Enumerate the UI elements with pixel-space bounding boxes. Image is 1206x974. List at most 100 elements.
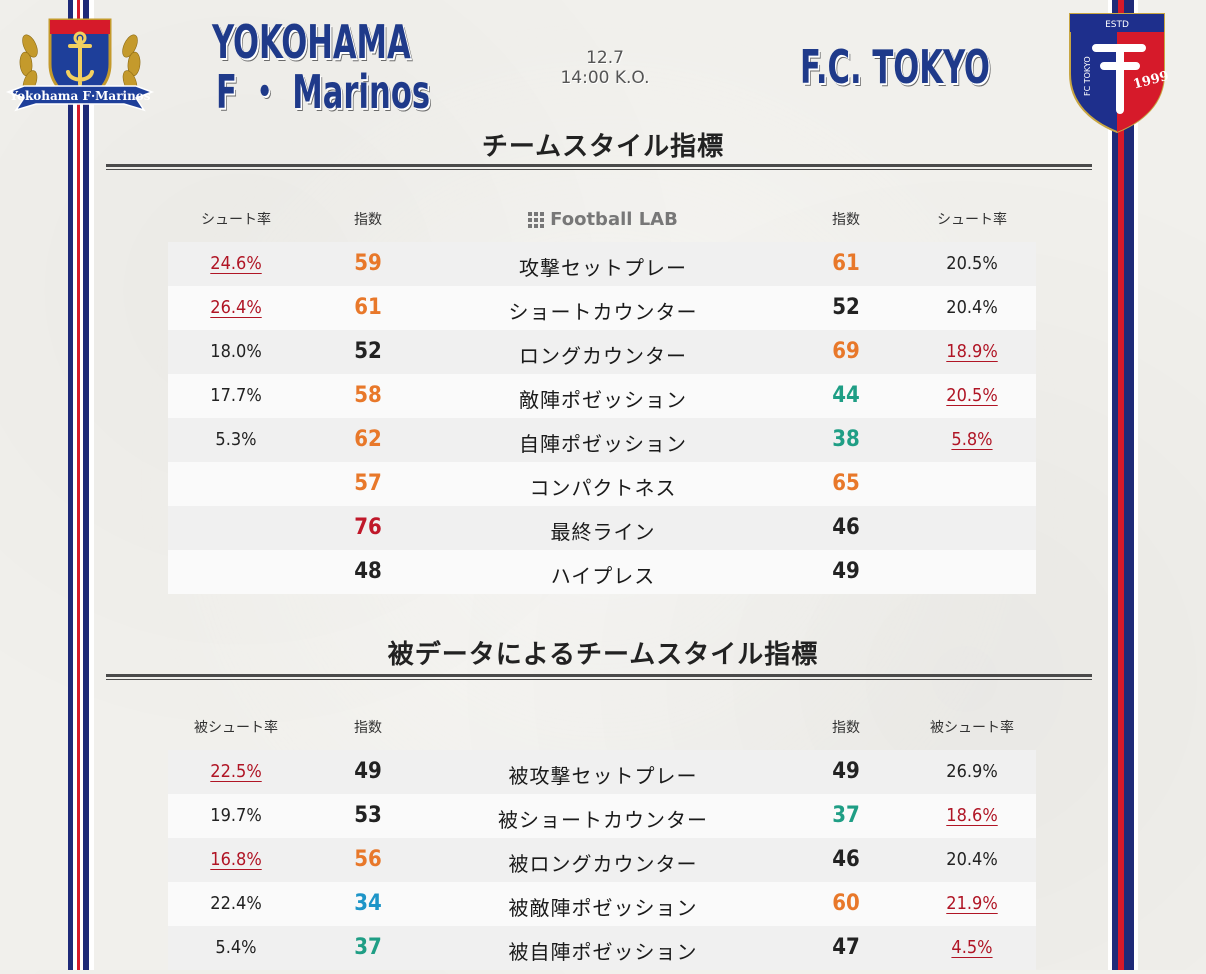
table-row: 17.7% 58 敵陣ポゼッション 44 20.5% [168, 374, 1036, 418]
header-away-shot-rate: シュート率 [937, 212, 1007, 228]
table-row: 26.4% 61 ショートカウンター 52 20.4% [168, 286, 1036, 330]
home-index-value: 62 [354, 427, 382, 452]
away-shot-rate: 4.5% [951, 937, 993, 958]
home-index-value: 61 [354, 295, 382, 320]
indicator-label: 被ショートカウンター [498, 808, 708, 832]
home-team-name-line1: YOKOHAMA [212, 15, 411, 69]
away-index-value: 52 [832, 295, 860, 320]
indicator-label: 被攻撃セットプレー [508, 764, 698, 788]
away-index-value: 47 [832, 935, 860, 960]
table-row: 57 コンパクトネス 65 [168, 462, 1036, 506]
away-shot-rate: 20.4% [946, 297, 998, 318]
home-index-value: 37 [354, 935, 382, 960]
indicator-label: 被ロングカウンター [508, 852, 698, 876]
home-index-value: 56 [354, 847, 382, 872]
indicator-label: 被敵陣ポゼッション [508, 896, 698, 920]
conceded-style-title: 被データによるチームスタイル指標 [387, 640, 819, 670]
left-team-stripe [68, 0, 94, 970]
indicator-label: ロングカウンター [519, 344, 687, 368]
header-away-index: 指数 [832, 212, 860, 228]
home-index-value: 57 [354, 471, 382, 496]
indicator-label: コンパクトネス [529, 476, 677, 500]
away-shot-rate: 20.5% [946, 385, 998, 406]
indicator-label: 最終ライン [550, 520, 656, 544]
home-shot-rate [176, 550, 296, 594]
home-shot-rate: 26.4% [210, 297, 262, 318]
away-shot-rate [912, 506, 1032, 550]
indicator-label: 敵陣ポゼッション [519, 388, 687, 412]
home-shot-rate: 22.4% [210, 893, 262, 914]
football-lab-brand: Football LAB [418, 198, 788, 242]
table-header-row: 被シュート率 指数 指数 被シュート率 [168, 706, 1036, 750]
away-crest-name: FC TOKYO [1083, 56, 1092, 96]
away-index-value: 61 [832, 251, 860, 276]
yokohama-marinos-crest: Yokohama F·Marinos [5, 18, 155, 112]
table-row: 16.8% 56 被ロングカウンター 46 20.4% [168, 838, 1036, 882]
home-shot-rate: 5.4% [215, 937, 257, 958]
away-index-value: 44 [832, 383, 860, 408]
away-index-value: 37 [832, 803, 860, 828]
away-shot-rate: 20.5% [946, 253, 998, 274]
away-shot-rate: 21.9% [946, 893, 998, 914]
home-shot-rate: 22.5% [210, 761, 262, 782]
home-index-value: 34 [354, 891, 382, 916]
away-shot-rate: 26.9% [946, 761, 998, 782]
table-row: 18.0% 52 ロングカウンター 69 18.9% [168, 330, 1036, 374]
header-away-index: 指数 [832, 720, 860, 736]
table-row: 5.4% 37 被自陣ポゼッション 47 4.5% [168, 926, 1036, 970]
table-row: 22.5% 49 被攻撃セットプレー 49 26.9% [168, 750, 1036, 794]
indicator-label: 被自陣ポゼッション [508, 940, 698, 964]
home-shot-rate: 5.3% [215, 429, 257, 450]
section-divider [106, 164, 1092, 170]
match-info: 12.7 14:00 K.O. [540, 48, 670, 88]
conceded-style-table: 被シュート率 指数 指数 被シュート率 22.5% 49 被攻撃セットプレー 49 26… [168, 706, 1036, 970]
table-row: 24.6% 59 攻撃セットプレー 61 20.5% [168, 242, 1036, 286]
home-index-value: 48 [354, 559, 382, 584]
home-shot-rate [176, 462, 296, 506]
away-index-value: 49 [832, 759, 860, 784]
indicator-label: 自陣ポゼッション [519, 432, 687, 456]
home-shot-rate: 18.0% [210, 341, 262, 362]
match-date: 12.7 [586, 48, 624, 68]
home-shot-rate: 16.8% [210, 849, 262, 870]
home-crest-text: Yokohama F·Marinos [8, 89, 150, 103]
home-shot-rate: 19.7% [210, 805, 262, 826]
home-shot-rate: 17.7% [210, 385, 262, 406]
away-index-value: 69 [832, 339, 860, 364]
home-index-value: 49 [354, 759, 382, 784]
indicator-label: ハイプレス [550, 564, 656, 588]
home-shot-rate: 24.6% [210, 253, 262, 274]
away-shot-rate: 18.9% [946, 341, 998, 362]
home-index-value: 76 [354, 515, 382, 540]
table-row: 22.4% 34 被敵陣ポゼッション 60 21.9% [168, 882, 1036, 926]
away-index-value: 46 [832, 515, 860, 540]
home-index-value: 53 [354, 803, 382, 828]
away-index-value: 46 [832, 847, 860, 872]
away-index-value: 49 [832, 559, 860, 584]
header-home-conceded-rate: 被シュート率 [194, 720, 278, 736]
grid-icon [528, 212, 545, 228]
home-index-value: 59 [354, 251, 382, 276]
away-shot-rate: 20.4% [946, 849, 998, 870]
right-team-stripe [1108, 0, 1138, 970]
indicator-label: ショートカウンター [508, 300, 698, 324]
table-row: 5.3% 62 自陣ポゼッション 38 5.8% [168, 418, 1036, 462]
indicator-label: 攻撃セットプレー [519, 256, 687, 280]
home-shot-rate [176, 506, 296, 550]
section-divider [106, 674, 1092, 680]
header-spacer [418, 706, 788, 750]
away-crest-estd: ESTD [1105, 20, 1129, 30]
team-style-title: チームスタイル指標 [481, 132, 725, 162]
away-shot-rate: 5.8% [951, 429, 993, 450]
away-index-value: 60 [832, 891, 860, 916]
table-row: 76 最終ライン 46 [168, 506, 1036, 550]
match-kickoff: 14:00 K.O. [560, 68, 650, 88]
away-index-value: 38 [832, 427, 860, 452]
away-team-name: F.C. TOKYO [800, 40, 990, 94]
home-index-value: 58 [354, 383, 382, 408]
home-team-name-line2: F ・ Marinos [216, 65, 431, 119]
brand-label: Football LAB [550, 209, 678, 230]
away-shot-rate [912, 550, 1032, 594]
header-away-conceded-rate: 被シュート率 [930, 720, 1014, 736]
team-style-table: シュート率 指数 Football LAB 指数 シュート率 24.6% 59 攻撃… [168, 198, 1036, 594]
